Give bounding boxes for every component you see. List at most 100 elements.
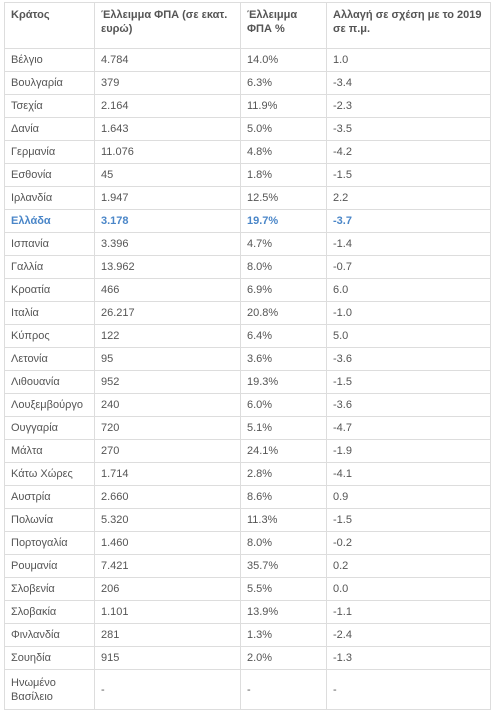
country-cell: Σλοβενία bbox=[4, 577, 95, 601]
table-row: Ισπανία 3.396 4.7% -1.4 bbox=[4, 232, 491, 256]
value-cell: 1.947 bbox=[94, 186, 241, 210]
column-header: Κράτος bbox=[4, 2, 95, 49]
value-cell: 45 bbox=[94, 163, 241, 187]
value-cell: -3.6 bbox=[326, 393, 491, 417]
value-cell: 7.421 bbox=[94, 554, 241, 578]
table-row: Γαλλία 13.962 8.0% -0.7 bbox=[4, 255, 491, 279]
country-cell: Κροατία bbox=[4, 278, 95, 302]
table-row: Κάτω Χώρες 1.714 2.8% -4.1 bbox=[4, 462, 491, 486]
table-body: Βέλγιο 4.784 14.0% 1.0 Βουλγαρία 379 6.3% -3.4 Τ… bbox=[4, 48, 491, 710]
value-cell: 1.8% bbox=[240, 163, 327, 187]
table-row: Λετονία 95 3.6% -3.6 bbox=[4, 347, 491, 371]
value-cell: 4.8% bbox=[240, 140, 327, 164]
table-row: Αυστρία 2.660 8.6% 0.9 bbox=[4, 485, 491, 509]
country-cell: Φινλανδία bbox=[4, 623, 95, 647]
value-cell: 8.0% bbox=[240, 255, 327, 279]
value-cell: 13.962 bbox=[94, 255, 241, 279]
table-row: Κροατία 466 6.9% 6.0 bbox=[4, 278, 491, 302]
table-row: Δανία 1.643 5.0% -3.5 bbox=[4, 117, 491, 141]
country-cell: Αυστρία bbox=[4, 485, 95, 509]
country-cell: Ελλάδα bbox=[4, 209, 95, 233]
country-cell: Πολωνία bbox=[4, 508, 95, 532]
vat-table: Κράτος Έλλειμμα ΦΠΑ (σε εκατ. ευρώ) Έλλειμ… bbox=[4, 2, 491, 710]
table-row: Σλοβενία 206 5.5% 0.0 bbox=[4, 577, 491, 601]
table-row: Φινλανδία 281 1.3% -2.4 bbox=[4, 623, 491, 647]
country-cell: Λιθουανία bbox=[4, 370, 95, 394]
value-cell: 5.5% bbox=[240, 577, 327, 601]
country-cell: Λουξεμβούργο bbox=[4, 393, 95, 417]
table-row: Λουξεμβούργο 240 6.0% -3.6 bbox=[4, 393, 491, 417]
value-cell: 13.9% bbox=[240, 600, 327, 624]
table-row: Τσεχία 2.164 11.9% -2.3 bbox=[4, 94, 491, 118]
table-header: Κράτος Έλλειμμα ΦΠΑ (σε εκατ. ευρώ) Έλλειμ… bbox=[4, 2, 491, 49]
table-row: Ελλάδα 3.178 19.7% -3.7 bbox=[4, 209, 491, 233]
country-cell: Εσθονία bbox=[4, 163, 95, 187]
table-row: Ηνωμένο Βασίλειο - - - bbox=[4, 669, 491, 710]
value-cell: -1.5 bbox=[326, 508, 491, 532]
value-cell: -1.0 bbox=[326, 301, 491, 325]
value-cell: 6.0 bbox=[326, 278, 491, 302]
table-row: Πορτογαλία 1.460 8.0% -0.2 bbox=[4, 531, 491, 555]
value-cell: 1.460 bbox=[94, 531, 241, 555]
value-cell: -3.6 bbox=[326, 347, 491, 371]
value-cell: 5.0 bbox=[326, 324, 491, 348]
value-cell: 122 bbox=[94, 324, 241, 348]
table-row: Εσθονία 45 1.8% -1.5 bbox=[4, 163, 491, 187]
value-cell: -1.4 bbox=[326, 232, 491, 256]
value-cell: 19.7% bbox=[240, 209, 327, 233]
value-cell: 8.6% bbox=[240, 485, 327, 509]
country-cell: Βουλγαρία bbox=[4, 71, 95, 95]
value-cell: -4.1 bbox=[326, 462, 491, 486]
value-cell: -2.3 bbox=[326, 94, 491, 118]
table-row: Κύπρος 122 6.4% 5.0 bbox=[4, 324, 491, 348]
value-cell: 6.0% bbox=[240, 393, 327, 417]
value-cell: 379 bbox=[94, 71, 241, 95]
value-cell: 11.3% bbox=[240, 508, 327, 532]
value-cell: -1.9 bbox=[326, 439, 491, 463]
country-cell: Σουηδία bbox=[4, 646, 95, 670]
value-cell: 270 bbox=[94, 439, 241, 463]
value-cell: 3.6% bbox=[240, 347, 327, 371]
value-cell: 2.2 bbox=[326, 186, 491, 210]
value-cell: 0.0 bbox=[326, 577, 491, 601]
value-cell: -1.5 bbox=[326, 163, 491, 187]
country-cell: Ισπανία bbox=[4, 232, 95, 256]
value-cell: 0.2 bbox=[326, 554, 491, 578]
country-cell: Ιρλανδία bbox=[4, 186, 95, 210]
value-cell: 6.9% bbox=[240, 278, 327, 302]
value-cell: 6.3% bbox=[240, 71, 327, 95]
value-cell: 12.5% bbox=[240, 186, 327, 210]
country-cell: Λετονία bbox=[4, 347, 95, 371]
country-cell: Γερμανία bbox=[4, 140, 95, 164]
value-cell: 720 bbox=[94, 416, 241, 440]
value-cell: - bbox=[94, 669, 241, 710]
value-cell: 1.714 bbox=[94, 462, 241, 486]
value-cell: 1.0 bbox=[326, 48, 491, 72]
value-cell: 466 bbox=[94, 278, 241, 302]
value-cell: -1.3 bbox=[326, 646, 491, 670]
value-cell: 11.9% bbox=[240, 94, 327, 118]
value-cell: 2.0% bbox=[240, 646, 327, 670]
value-cell: -1.1 bbox=[326, 600, 491, 624]
value-cell: 2.8% bbox=[240, 462, 327, 486]
value-cell: 8.0% bbox=[240, 531, 327, 555]
column-header: Έλλειμμα ΦΠΑ (σε εκατ. ευρώ) bbox=[94, 2, 241, 49]
value-cell: 1.643 bbox=[94, 117, 241, 141]
value-cell: -4.2 bbox=[326, 140, 491, 164]
value-cell: -3.5 bbox=[326, 117, 491, 141]
country-cell: Σλοβακία bbox=[4, 600, 95, 624]
table-row: Ουγγαρία 720 5.1% -4.7 bbox=[4, 416, 491, 440]
value-cell: 1.101 bbox=[94, 600, 241, 624]
table-row: Γερμανία 11.076 4.8% -4.2 bbox=[4, 140, 491, 164]
value-cell: 95 bbox=[94, 347, 241, 371]
value-cell: 206 bbox=[94, 577, 241, 601]
country-cell: Ρουμανία bbox=[4, 554, 95, 578]
value-cell: 0.9 bbox=[326, 485, 491, 509]
value-cell: 4.7% bbox=[240, 232, 327, 256]
value-cell: 6.4% bbox=[240, 324, 327, 348]
country-cell: Μάλτα bbox=[4, 439, 95, 463]
value-cell: 3.178 bbox=[94, 209, 241, 233]
table-row: Ρουμανία 7.421 35.7% 0.2 bbox=[4, 554, 491, 578]
value-cell: -2.4 bbox=[326, 623, 491, 647]
